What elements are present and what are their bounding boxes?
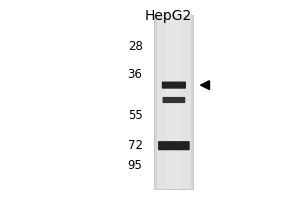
Text: 72: 72 <box>128 139 142 152</box>
Text: 55: 55 <box>128 109 142 122</box>
Text: 36: 36 <box>128 68 142 81</box>
FancyBboxPatch shape <box>163 97 185 103</box>
Bar <box>154 15 193 189</box>
Text: HepG2: HepG2 <box>144 9 191 23</box>
Text: 28: 28 <box>128 40 142 53</box>
FancyBboxPatch shape <box>158 141 190 150</box>
Bar <box>157 15 191 189</box>
Text: 95: 95 <box>128 159 142 172</box>
FancyBboxPatch shape <box>162 82 186 89</box>
Bar <box>167 15 182 189</box>
